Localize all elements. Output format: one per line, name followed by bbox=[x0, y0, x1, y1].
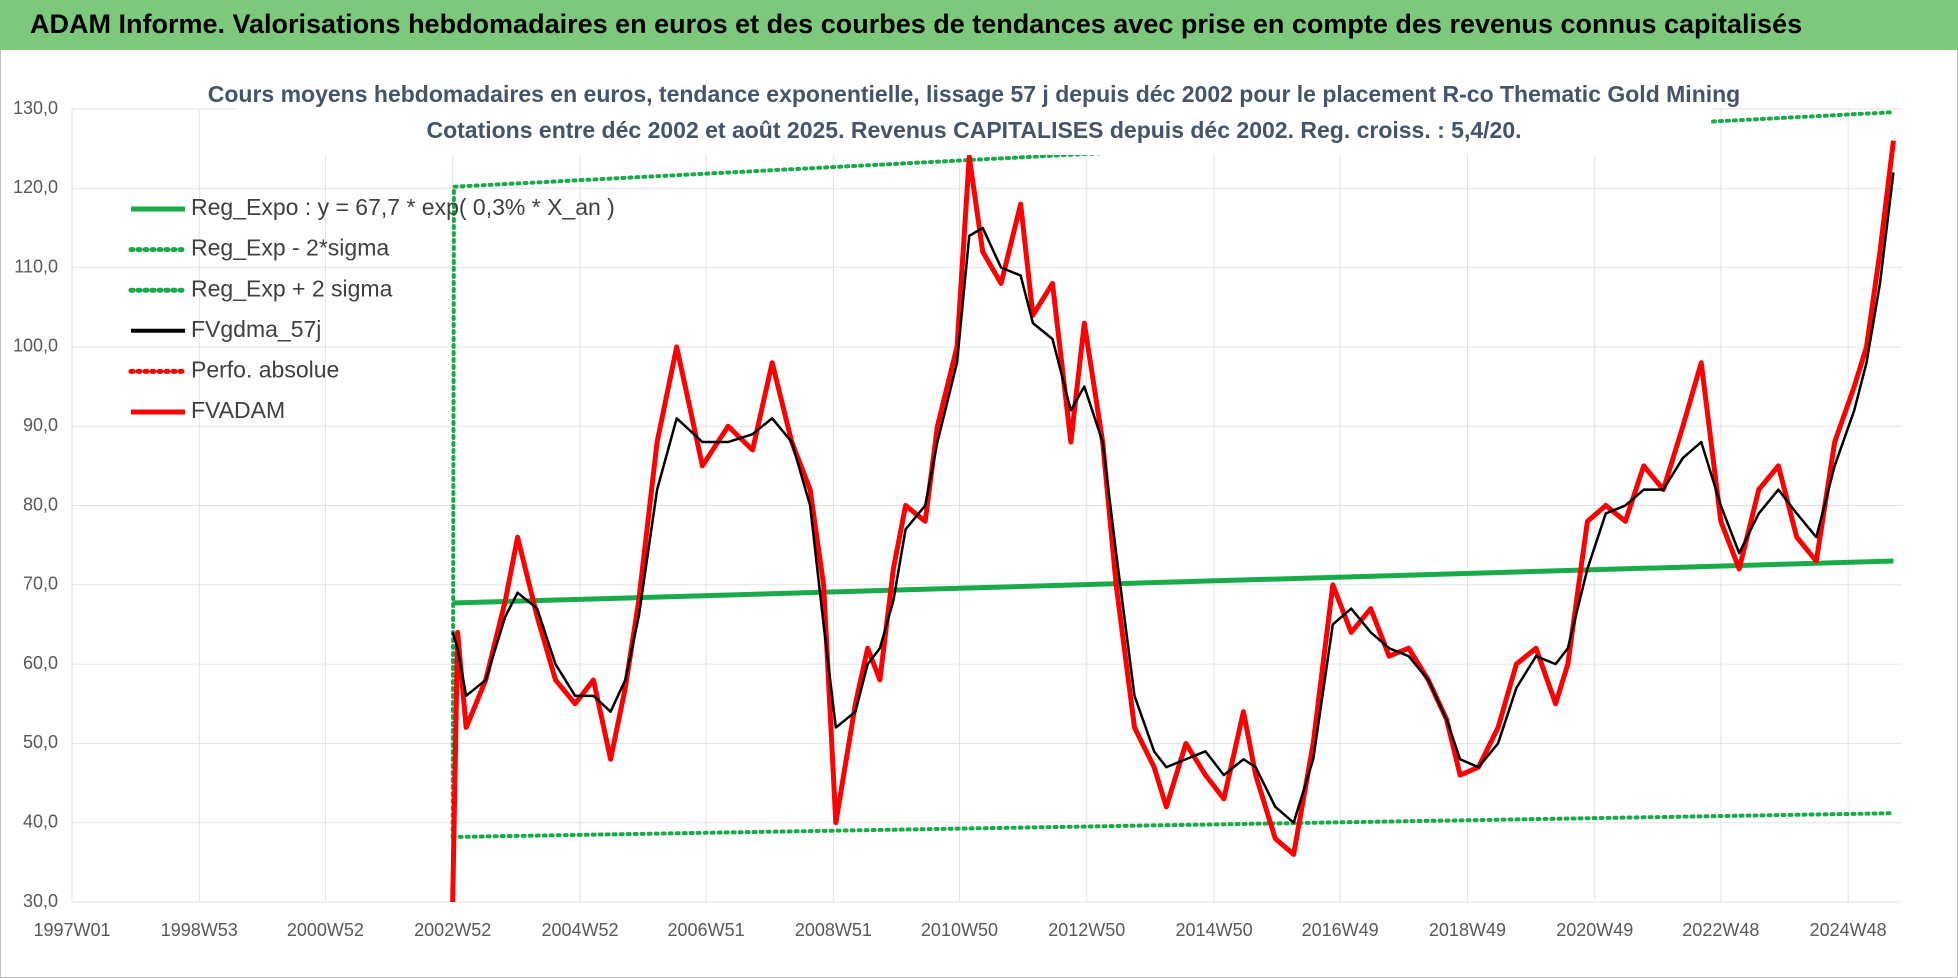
x-tick-label: 2002W52 bbox=[414, 920, 491, 940]
y-tick-label: 120,0 bbox=[13, 177, 58, 197]
legend-label: Reg_Expo : y = 67,7 * exp( 0,3% * X_an ) bbox=[191, 194, 615, 220]
x-tick-label: 1998W53 bbox=[161, 920, 238, 940]
legend-label: FVADAM bbox=[191, 397, 285, 423]
x-tick-label: 2016W49 bbox=[1302, 920, 1379, 940]
y-tick-label: 80,0 bbox=[23, 494, 58, 514]
chart-subtitle: Cotations entre déc 2002 et août 2025. R… bbox=[426, 117, 1521, 143]
header-title: ADAM Informe. Valorisations hebdomadaire… bbox=[30, 9, 1802, 39]
y-tick-label: 50,0 bbox=[23, 732, 58, 752]
series-line bbox=[450, 140, 1896, 903]
x-tick-label: 2000W52 bbox=[287, 920, 364, 940]
title-box bbox=[237, 75, 1711, 155]
series-line bbox=[451, 172, 1895, 824]
x-tick-label: 1997W01 bbox=[33, 920, 110, 940]
x-tick-label: 2012W50 bbox=[1048, 920, 1125, 940]
y-tick-label: 110,0 bbox=[14, 256, 58, 276]
y-tick-label: 130,0 bbox=[13, 98, 58, 118]
x-tick-label: 2010W50 bbox=[921, 920, 998, 940]
legend-label: Reg_Exp - 2*sigma bbox=[191, 235, 389, 261]
legend-label: Reg_Exp + 2 sigma bbox=[191, 275, 393, 301]
header-bar bbox=[0, 0, 1958, 50]
x-tick-label: 2014W50 bbox=[1176, 920, 1253, 940]
y-tick-label: 70,0 bbox=[23, 574, 58, 594]
plot-area: 30,0 40,0 50,0 60,0 70,0 80,0 90,0 100,0 110,0 12… bbox=[13, 98, 1902, 940]
x-tick-label: 2006W51 bbox=[668, 920, 745, 940]
y-tick-label: 40,0 bbox=[23, 811, 58, 831]
x-tick-label: 2022W48 bbox=[1682, 920, 1759, 940]
y-tick-label: 60,0 bbox=[23, 653, 58, 673]
y-tick-label: 30,0 bbox=[23, 891, 58, 911]
x-tick-label: 2020W49 bbox=[1556, 920, 1633, 940]
legend-label: FVgdma_57j bbox=[191, 316, 321, 342]
y-tick-label: 100,0 bbox=[13, 336, 58, 356]
x-tick-label: 2024W48 bbox=[1810, 920, 1887, 940]
x-tick-label: 2004W52 bbox=[541, 920, 618, 940]
x-tick-label: 2008W51 bbox=[795, 920, 872, 940]
series-line bbox=[452, 558, 1894, 606]
x-tick-label: 2018W49 bbox=[1429, 920, 1506, 940]
legend-label: Perfo. absolue bbox=[191, 356, 339, 382]
y-tick-label: 90,0 bbox=[23, 415, 58, 435]
legend: Reg_Expo : y = 67,7 * exp( 0,3% * X_an )… bbox=[128, 194, 615, 423]
chart-title: Cours moyens hebdomadaires en euros, ten… bbox=[208, 81, 1740, 107]
series-line bbox=[450, 811, 1896, 839]
